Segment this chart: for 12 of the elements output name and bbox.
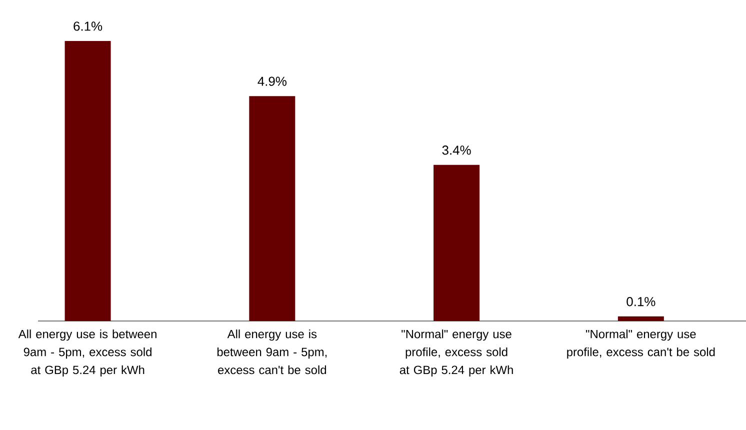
- bar: [618, 316, 664, 321]
- bar: [64, 40, 111, 321]
- bar: [434, 164, 480, 321]
- data-label: 4.9%: [258, 76, 286, 86]
- x-tick-label: "Normal" energy use profile, excess can't be sold: [567, 330, 715, 359]
- data-label: 6.1%: [74, 22, 102, 31]
- x-tick-label: All energy use is between 9am - 5pm, excess sold at GBp 5.24 per kWh: [18, 330, 156, 377]
- data-label: 0.1%: [626, 297, 656, 306]
- x-tick-label: "Normal" energy use profile, excess sold at GBp 5.24 per kWh: [400, 330, 513, 377]
- x-tick-label: All energy use is between 9am - 5pm, excess can't be sold: [217, 330, 327, 374]
- data-label: 3.4%: [442, 146, 471, 155]
- bar: [249, 96, 296, 321]
